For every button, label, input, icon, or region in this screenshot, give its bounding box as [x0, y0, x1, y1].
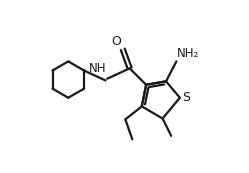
Text: S: S: [182, 91, 190, 104]
Text: NH: NH: [89, 62, 106, 75]
Text: O: O: [112, 35, 121, 48]
Text: NH₂: NH₂: [177, 47, 199, 60]
